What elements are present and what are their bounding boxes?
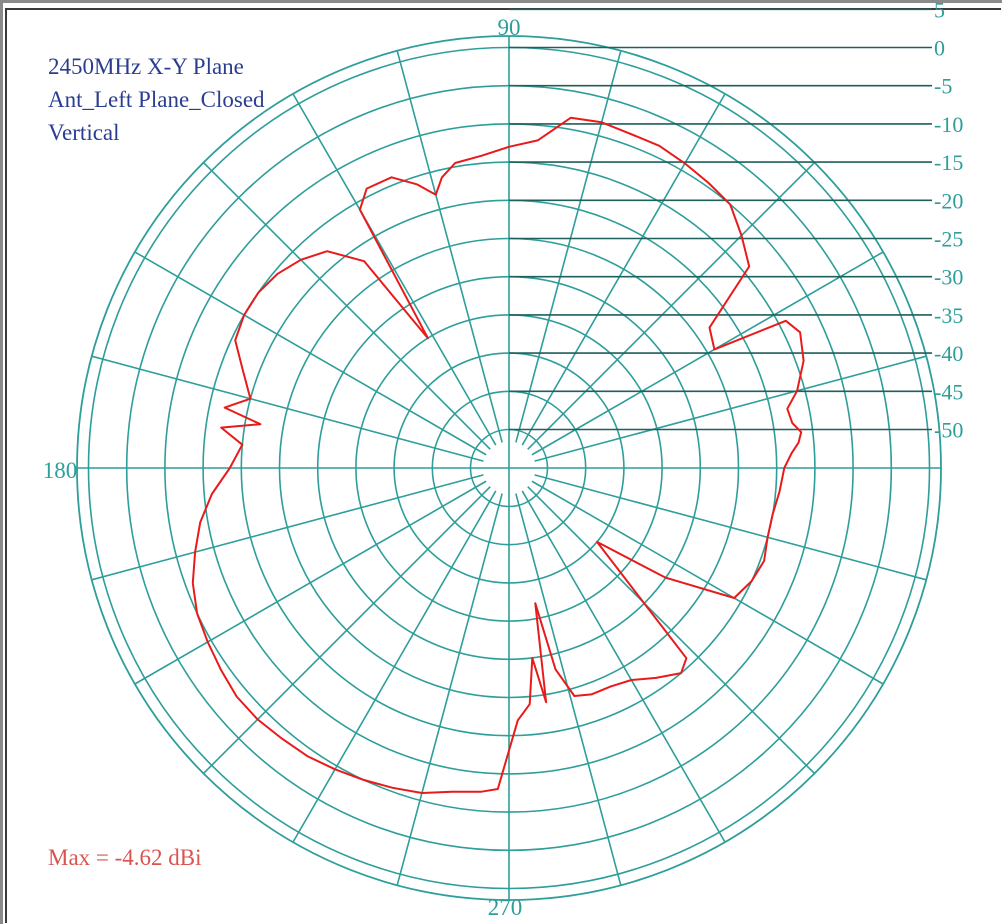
radial-tick-label: -15 bbox=[934, 150, 963, 175]
chart-title-line-3: Vertical bbox=[48, 120, 120, 145]
grid-spoke-tick bbox=[489, 490, 497, 502]
chart-title-line-1: 2450MHz X-Y Plane bbox=[48, 54, 244, 79]
radial-tick-label: -20 bbox=[934, 188, 963, 213]
angle-label-270: 270 bbox=[488, 895, 523, 920]
plot-panel bbox=[5, 8, 1001, 923]
grid-spoke bbox=[202, 494, 483, 775]
grid-spoke bbox=[541, 251, 884, 450]
grid-spoke-tick bbox=[527, 440, 537, 450]
grid-spoke-tick bbox=[521, 434, 529, 446]
grid-spoke-tick bbox=[531, 480, 543, 488]
radial-tick-label: 0 bbox=[934, 36, 945, 61]
grid-spoke bbox=[535, 161, 816, 442]
angular-spokes bbox=[77, 36, 941, 900]
radial-tick-label: 5 bbox=[934, 0, 945, 22]
grid-spoke bbox=[396, 50, 500, 432]
grid-spoke bbox=[202, 161, 483, 442]
grid-spoke bbox=[134, 251, 477, 450]
grid-spoke bbox=[91, 477, 473, 581]
grid-spoke bbox=[396, 504, 500, 886]
radial-tick-label: -25 bbox=[934, 227, 963, 252]
radial-tick-label: -50 bbox=[934, 418, 963, 443]
grid-spoke bbox=[518, 50, 622, 432]
grid-spoke-tick bbox=[531, 448, 543, 456]
grid-spoke bbox=[292, 93, 491, 436]
grid-spoke-tick bbox=[498, 493, 503, 506]
radial-tick-labels: 5 0 -5 -10 -15 -20 -25 -30 -35 -40 -45 -50 bbox=[934, 0, 963, 443]
radial-tick-lines bbox=[509, 8, 932, 431]
grid-spoke-tick bbox=[471, 457, 484, 462]
grid-spoke-tick bbox=[475, 480, 487, 488]
radial-tick-label: -5 bbox=[934, 74, 952, 99]
grid-spoke-tick bbox=[521, 490, 529, 502]
grid-spoke bbox=[527, 93, 726, 436]
radial-tick-label: -35 bbox=[934, 303, 963, 328]
grid-spoke-tick bbox=[475, 448, 487, 456]
grid-spoke bbox=[292, 500, 491, 843]
grid-spoke-tick bbox=[534, 474, 547, 479]
grid-spoke bbox=[134, 486, 477, 685]
angle-label-90: 90 bbox=[498, 15, 521, 40]
grid-spoke bbox=[527, 500, 726, 843]
max-gain-annotation: Max = -4.62 dBi bbox=[48, 845, 202, 870]
grid-spoke bbox=[518, 504, 622, 886]
angle-label-180: 180 bbox=[43, 458, 78, 483]
chart-title-line-2: Ant_Left Plane_Closed bbox=[48, 87, 265, 112]
grid-spoke-tick bbox=[471, 474, 484, 479]
grid-spoke bbox=[545, 355, 927, 459]
grid-spoke bbox=[545, 477, 927, 581]
grid-spoke-tick bbox=[534, 457, 547, 462]
radial-tick-label: -10 bbox=[934, 112, 963, 137]
pattern-trace bbox=[191, 116, 805, 794]
grid-spoke bbox=[91, 355, 473, 459]
radial-tick-label: -45 bbox=[934, 379, 963, 404]
grid-spoke bbox=[535, 494, 816, 775]
grid-spoke-tick bbox=[515, 493, 520, 506]
grid-spoke-tick bbox=[489, 434, 497, 446]
grid-spoke-tick bbox=[527, 486, 537, 496]
pattern-trace-line bbox=[191, 116, 805, 794]
grid-spoke bbox=[541, 486, 884, 685]
grid-spoke-tick bbox=[481, 486, 491, 496]
grid-spoke-tick bbox=[481, 440, 491, 450]
radial-tick-label: -30 bbox=[934, 265, 963, 290]
grid-spoke-tick bbox=[515, 430, 520, 443]
radial-tick-label: -40 bbox=[934, 341, 963, 366]
grid-spoke-tick bbox=[498, 430, 503, 443]
